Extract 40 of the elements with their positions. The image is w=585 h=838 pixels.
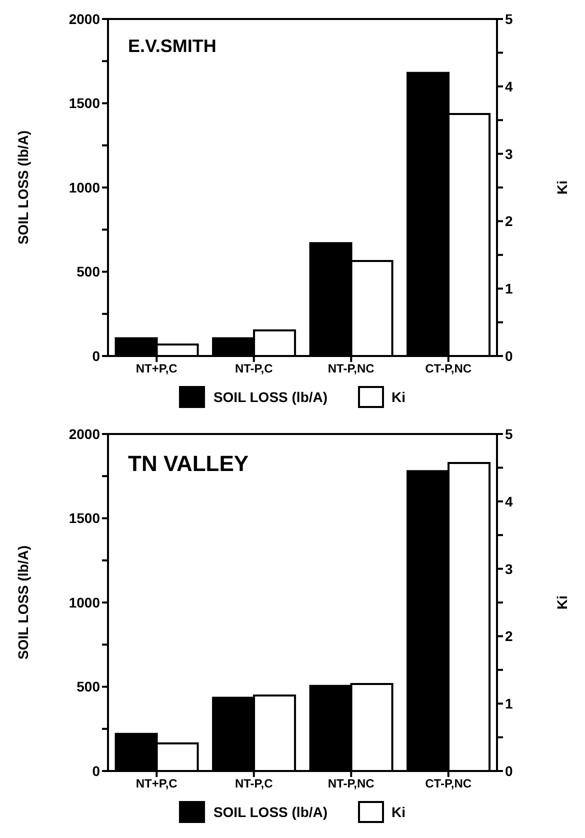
y2-tick-label: 1 — [505, 696, 513, 712]
y-tick-label: 1000 — [68, 594, 100, 610]
x-tick-label: CT-P,NC — [425, 776, 472, 791]
x-tick-label: NT+P,C — [136, 776, 178, 791]
y-axis-title: SOIL LOSS (lb/A) — [14, 130, 31, 245]
text: E.V.SMITH — [128, 36, 216, 57]
y2-axis-title: Ki — [554, 180, 570, 194]
y2-tick-label: 0 — [505, 762, 513, 779]
y2-tick-label: 4 — [505, 493, 513, 510]
x-tick-label: CT-P,NC — [425, 362, 472, 376]
y2-tick-label: 3 — [505, 146, 513, 162]
y-tick-label: 1000 — [68, 179, 100, 196]
y2-tick-label: 2 — [505, 213, 513, 230]
y-tick-label: 1500 — [68, 510, 100, 526]
y2-tick-label: 5 — [505, 10, 513, 27]
legend-label: Ki — [392, 804, 406, 820]
y2-axis-title: Ki — [554, 596, 570, 610]
y2-tick-label: 3 — [505, 560, 513, 577]
x-tick-label: NT-P,C — [234, 362, 274, 376]
y-tick-label: 0 — [92, 348, 100, 364]
legend-label: SOIL LOSS (lb/A) — [213, 804, 328, 820]
text: TN VALLEY — [128, 451, 249, 477]
y-tick-label: 2000 — [68, 426, 100, 442]
legend-label: Ki — [392, 389, 406, 405]
y2-tick-label: 1 — [505, 280, 513, 297]
legend-label: SOIL LOSS (lb/A) — [213, 389, 328, 405]
x-tick-label: NT+P,C — [136, 362, 178, 376]
x-tick-label: NT-P,C — [234, 776, 274, 791]
y-tick-label: 500 — [76, 264, 100, 280]
y2-tick-label: 5 — [505, 426, 513, 442]
y2-tick-label: 2 — [505, 628, 513, 644]
x-tick-label: NT-P,NC — [328, 362, 375, 376]
x-tick-label: NT-P,NC — [328, 776, 375, 791]
y2-tick-label: 0 — [505, 348, 513, 364]
y-tick-label: 1500 — [68, 95, 100, 112]
y-tick-label: 2000 — [68, 10, 100, 27]
y-axis-title: SOIL LOSS (lb/A) — [14, 545, 31, 660]
y-tick-label: 500 — [76, 678, 100, 695]
y2-tick-label: 4 — [505, 78, 513, 94]
y-tick-label: 0 — [92, 762, 100, 779]
